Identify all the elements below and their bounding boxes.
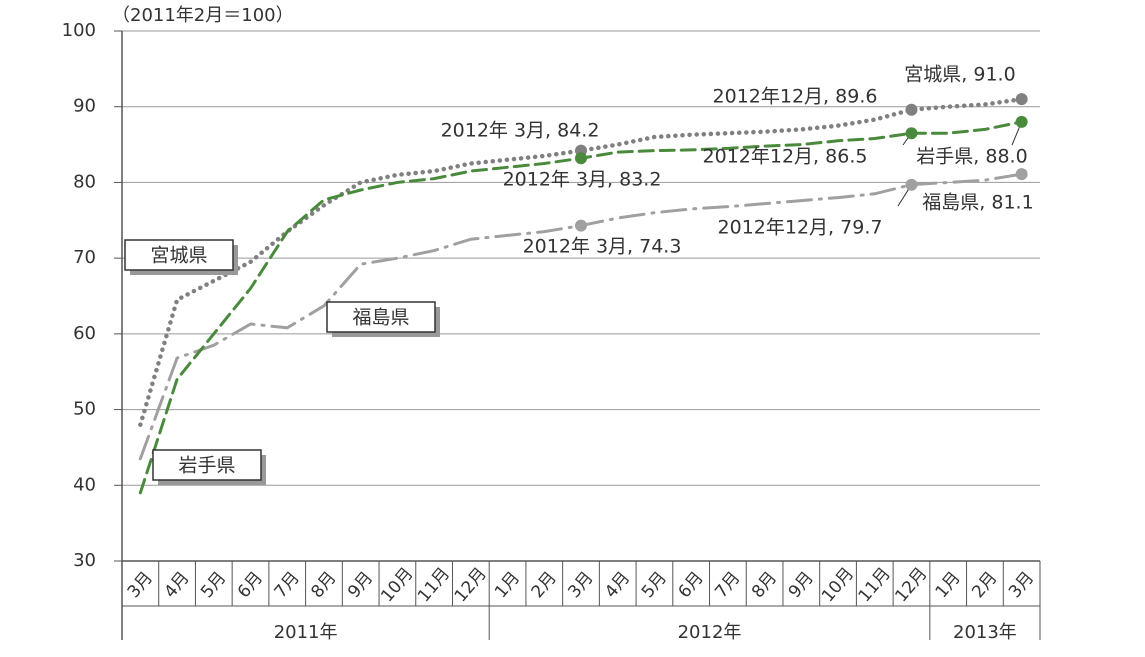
x-tick-label: 7月 bbox=[711, 568, 744, 602]
x-tick-label: 7月 bbox=[271, 568, 304, 602]
x-tick-label: 10月 bbox=[818, 564, 858, 606]
value-label: 2012年 3月, 83.2 bbox=[503, 169, 662, 191]
x-tick-label: 11月 bbox=[414, 564, 454, 606]
x-tick-label: 3月 bbox=[564, 568, 597, 602]
value-label: 2012年12月, 79.7 bbox=[718, 217, 883, 239]
x-group-label: 2011年 bbox=[274, 622, 338, 643]
x-tick-label: 5月 bbox=[638, 568, 671, 602]
x-tick-label: 6月 bbox=[675, 568, 708, 602]
point bbox=[1015, 93, 1028, 106]
value-label: 2012年12月, 89.6 bbox=[713, 86, 878, 108]
x-tick-label: 6月 bbox=[234, 568, 267, 602]
legend-box bbox=[326, 301, 436, 333]
x-tick-label: 12月 bbox=[451, 564, 491, 606]
x-tick-label: 2月 bbox=[968, 568, 1001, 602]
y-tick-label: 30 bbox=[73, 550, 96, 571]
value-label: 2012年12月, 86.5 bbox=[703, 146, 868, 168]
x-group-label: 2012年 bbox=[678, 622, 742, 643]
x-tick-label: 3月 bbox=[1005, 568, 1038, 602]
x-tick-label: 8月 bbox=[748, 568, 781, 602]
x-tick-label: 4月 bbox=[160, 568, 193, 602]
x-tick-label: 1月 bbox=[932, 568, 965, 602]
x-tick-label: 11月 bbox=[855, 564, 895, 606]
x-tick-label: 9月 bbox=[785, 568, 818, 602]
point bbox=[575, 152, 587, 165]
legend-box bbox=[152, 449, 262, 481]
legend-item: 岩手県 bbox=[152, 449, 266, 485]
value-label: 宮城県, 91.0 bbox=[904, 64, 1015, 86]
point bbox=[905, 178, 918, 191]
legend-item: 福島県 bbox=[326, 301, 440, 337]
legend-item: 宮城県 bbox=[124, 239, 238, 275]
point bbox=[575, 219, 587, 232]
x-group-label: 2013年 bbox=[953, 622, 1017, 643]
legend-label: 宮城県 bbox=[150, 245, 207, 267]
y-tick-label: 90 bbox=[73, 96, 96, 117]
y-tick-label: 70 bbox=[73, 247, 96, 268]
value-label: 岩手県, 88.0 bbox=[916, 146, 1027, 168]
legend-label: 福島県 bbox=[352, 307, 409, 329]
legend-box bbox=[124, 239, 234, 271]
y-tick-label: 50 bbox=[73, 399, 96, 420]
y-tick-label: 80 bbox=[73, 171, 96, 192]
point bbox=[905, 103, 918, 116]
x-tick-label: 5月 bbox=[197, 568, 230, 602]
point bbox=[905, 127, 918, 140]
x-tick-label: 2月 bbox=[528, 568, 561, 602]
point bbox=[1015, 115, 1028, 128]
y-tick-label: 60 bbox=[73, 323, 96, 344]
y-axis-unit: （2011年2月＝100） bbox=[112, 5, 294, 26]
x-tick-label: 3月 bbox=[124, 568, 157, 602]
x-tick-label: 12月 bbox=[891, 564, 931, 606]
series-line bbox=[138, 96, 1024, 427]
x-tick-label: 4月 bbox=[601, 568, 634, 602]
x-tick-label: 9月 bbox=[344, 568, 377, 602]
x-tick-label: 10月 bbox=[377, 564, 417, 606]
point bbox=[1015, 168, 1028, 181]
value-label: 福島県, 81.1 bbox=[922, 192, 1033, 214]
value-label: 2012年 3月, 74.3 bbox=[523, 236, 682, 258]
x-tick-label: 1月 bbox=[491, 568, 524, 602]
value-label: 2012年 3月, 84.2 bbox=[441, 120, 600, 142]
series-line bbox=[138, 172, 1024, 461]
y-tick-label: 100 bbox=[62, 20, 96, 41]
legend-label: 岩手県 bbox=[178, 455, 235, 477]
x-tick-label: 8月 bbox=[307, 568, 340, 602]
y-tick-label: 40 bbox=[73, 474, 96, 495]
